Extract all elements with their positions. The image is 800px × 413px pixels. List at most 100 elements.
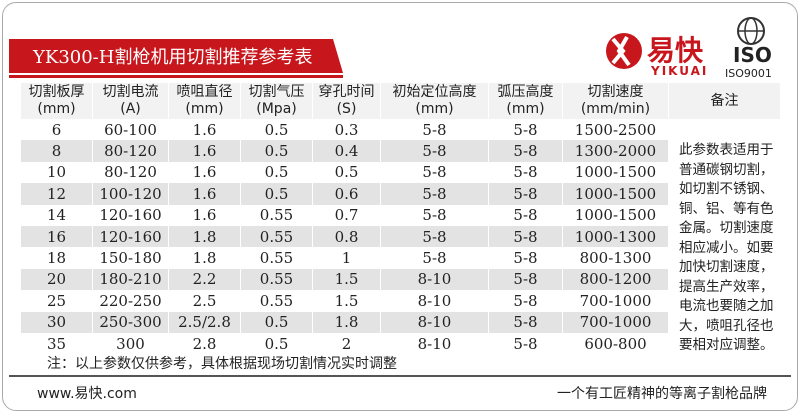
table-cell: 25 bbox=[21, 290, 93, 312]
header-cell: 备注 bbox=[669, 83, 781, 119]
table-cell: 1.6 bbox=[169, 119, 241, 141]
remark-line: 金属。切割速度 bbox=[679, 220, 774, 236]
header-text: 初始定位高度 bbox=[392, 84, 477, 100]
table-cell: 1.6 bbox=[169, 161, 241, 184]
table-cell: 120-160 bbox=[93, 204, 169, 226]
table-cell: 1000-1500 bbox=[563, 183, 669, 205]
table-cell: 800-1300 bbox=[563, 247, 669, 269]
header-text: (mm) bbox=[415, 101, 454, 117]
table-cell: 10 bbox=[21, 161, 93, 184]
table-cell: 5-8 bbox=[489, 204, 563, 226]
table-cell: 1000-1300 bbox=[563, 226, 669, 248]
table-cell: 1.8 bbox=[169, 226, 241, 248]
remark-line: 普通碳钢切割， bbox=[679, 161, 774, 178]
table-cell: 1000-1500 bbox=[563, 204, 669, 226]
table-cell: 5-8 bbox=[381, 161, 489, 184]
table-cell: 300 bbox=[93, 333, 169, 355]
table-cell: 180-210 bbox=[93, 268, 169, 291]
table-cell: 1 bbox=[313, 247, 381, 269]
table-cell: 5-8 bbox=[381, 183, 489, 205]
remark-line: 加快切割速度， bbox=[679, 259, 774, 275]
header-cell: 切割板厚 (mm) bbox=[21, 83, 93, 119]
table-cell: 1.6 bbox=[169, 140, 241, 162]
table-cell: 0.55 bbox=[241, 204, 313, 226]
table-cell: 80-120 bbox=[93, 161, 169, 184]
title: YK300-H割枪机用切割推荐参考表 bbox=[33, 47, 313, 68]
table-cell: 0.5 bbox=[241, 311, 313, 333]
table-cell: 2.8 bbox=[169, 333, 241, 355]
table-cell: 5-8 bbox=[381, 226, 489, 248]
table-cell: 5-8 bbox=[489, 119, 563, 141]
table-cell: 250-300 bbox=[93, 311, 169, 333]
header-text: (mm/min) bbox=[580, 101, 651, 117]
logo-latin: YIKUAI bbox=[651, 64, 709, 78]
header-text: 切割电流 bbox=[102, 84, 159, 100]
iso-cert: ISO9001 bbox=[725, 67, 772, 80]
remark-line: 相应减小。如要 bbox=[679, 239, 774, 256]
header-cell: 弧压高度 (mm) bbox=[489, 83, 563, 119]
table-cell: 8-10 bbox=[381, 311, 489, 333]
table-cell: 700-1000 bbox=[563, 290, 669, 312]
remark-line: 如切割不锈钢、 bbox=[679, 181, 774, 197]
footer-slogan: 一个有工匠精神的等离子割枪品牌 bbox=[557, 386, 767, 402]
table-cell: 8-10 bbox=[381, 333, 489, 355]
table-cell: 5-8 bbox=[489, 311, 563, 333]
table-cell: 16 bbox=[21, 226, 93, 248]
table-cell: 0.5 bbox=[241, 183, 313, 205]
header-text: (mm) bbox=[185, 101, 224, 117]
table-cell: 150-180 bbox=[93, 247, 169, 269]
table-cell: 5-8 bbox=[489, 161, 563, 184]
remark-line: 大，喷咀孔径也 bbox=[679, 317, 774, 334]
iso-mark: ISO bbox=[733, 43, 772, 67]
banner-graphics bbox=[9, 17, 765, 78]
table-cell: 0.55 bbox=[241, 247, 313, 269]
table-cell: 1.5 bbox=[313, 268, 381, 291]
header-text: (S) bbox=[336, 101, 357, 117]
table-cell: 5-8 bbox=[381, 140, 489, 162]
table-cell: 600-800 bbox=[563, 333, 669, 355]
table-cell: 1500-2500 bbox=[563, 119, 669, 141]
header-text: (A) bbox=[120, 101, 141, 117]
table-cell: 2.5 bbox=[169, 290, 241, 312]
table-cell: 1300-2000 bbox=[563, 140, 669, 162]
table-cell: 1.6 bbox=[169, 183, 241, 205]
remark-cell: 此参数表适用于 普通碳钢切割， 如切割不锈钢、 铜、铝、等有色 金属。切割速度 相应减小。… bbox=[679, 141, 777, 356]
header-text: 切割速度 bbox=[587, 84, 644, 100]
remark-line: 提高生产效率， bbox=[679, 278, 774, 295]
header-text: 弧压高度 bbox=[497, 84, 554, 100]
header-cell: 切割电流 (A) bbox=[93, 83, 169, 119]
table-cell: 100-120 bbox=[93, 183, 169, 205]
note: 注：以上参数仅供参考，具体根据现场切割情况实时调整 bbox=[47, 356, 397, 372]
logo-name: 易快 bbox=[647, 34, 704, 67]
table-cell: 5-8 bbox=[489, 183, 563, 205]
table-cell: 6 bbox=[21, 119, 93, 141]
remark-line: 此参数表适用于 bbox=[679, 142, 774, 158]
table-cell: 0.5 bbox=[241, 333, 313, 355]
table-cell: 220-250 bbox=[93, 290, 169, 312]
footer-rule bbox=[9, 375, 791, 377]
table-cell: 2 bbox=[313, 333, 381, 355]
table-cell: 80-120 bbox=[93, 140, 169, 162]
table-cell: 1000-1500 bbox=[563, 161, 669, 184]
remark-line: 铜、铝、等有色 bbox=[679, 200, 774, 217]
table-cell: 5-8 bbox=[381, 119, 489, 141]
table-cell: 0.55 bbox=[241, 290, 313, 312]
table-cell: 5-8 bbox=[489, 290, 563, 312]
table-cell: 0.8 bbox=[313, 226, 381, 248]
remark-line: 要相对应调整。 bbox=[679, 337, 774, 353]
remark-line: 电流也要随之加 bbox=[679, 298, 774, 314]
table-cell: 0.5 bbox=[241, 119, 313, 141]
footer-website: www.易快.com bbox=[37, 386, 137, 402]
table-cell: 0.55 bbox=[241, 268, 313, 291]
table-cell: 5-8 bbox=[489, 333, 563, 355]
header-cell: 切割速度 (mm/min) bbox=[563, 83, 669, 119]
table-cell: 2.2 bbox=[169, 268, 241, 291]
table-cell: 8 bbox=[21, 140, 93, 162]
table-cell: 60-100 bbox=[93, 119, 169, 141]
table-cell: 14 bbox=[21, 204, 93, 226]
header-text: (mm) bbox=[37, 101, 76, 117]
header-text: 备注 bbox=[710, 92, 739, 109]
table-cell: 1.6 bbox=[169, 204, 241, 226]
table-cell: 5-8 bbox=[489, 226, 563, 248]
